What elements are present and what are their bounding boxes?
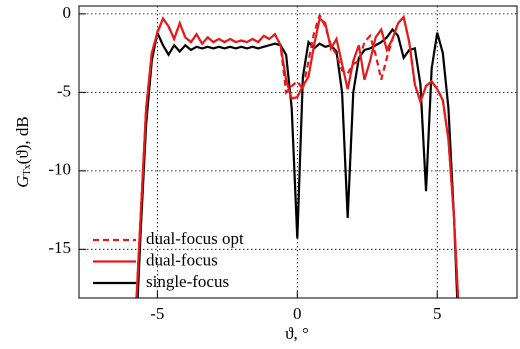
legend-label: dual-focus opt <box>146 229 244 248</box>
plot-area <box>135 12 460 298</box>
legend-label: single-focus <box>146 272 229 291</box>
series-line <box>135 12 460 298</box>
y-label-symbol: G <box>13 175 32 187</box>
y-tick-label: 0 <box>63 3 72 22</box>
y-axis-label: GTx(ϑ), dB <box>13 116 33 187</box>
plot-frame <box>78 5 518 299</box>
x-axis-label: ϑ, ° <box>285 324 309 343</box>
x-tick-label: 0 <box>293 304 302 323</box>
y-label-subscript: Tx <box>22 164 33 175</box>
y-tick-label: -15 <box>48 238 71 257</box>
legend-label: dual-focus <box>146 250 218 269</box>
y-tick-label: -5 <box>57 81 71 100</box>
x-tick-label: -5 <box>150 304 164 323</box>
x-tick-label: 5 <box>433 304 442 323</box>
y-tick-label: -10 <box>48 160 71 179</box>
y-label-text: (ϑ), dB <box>13 116 32 164</box>
series-line <box>136 27 459 298</box>
